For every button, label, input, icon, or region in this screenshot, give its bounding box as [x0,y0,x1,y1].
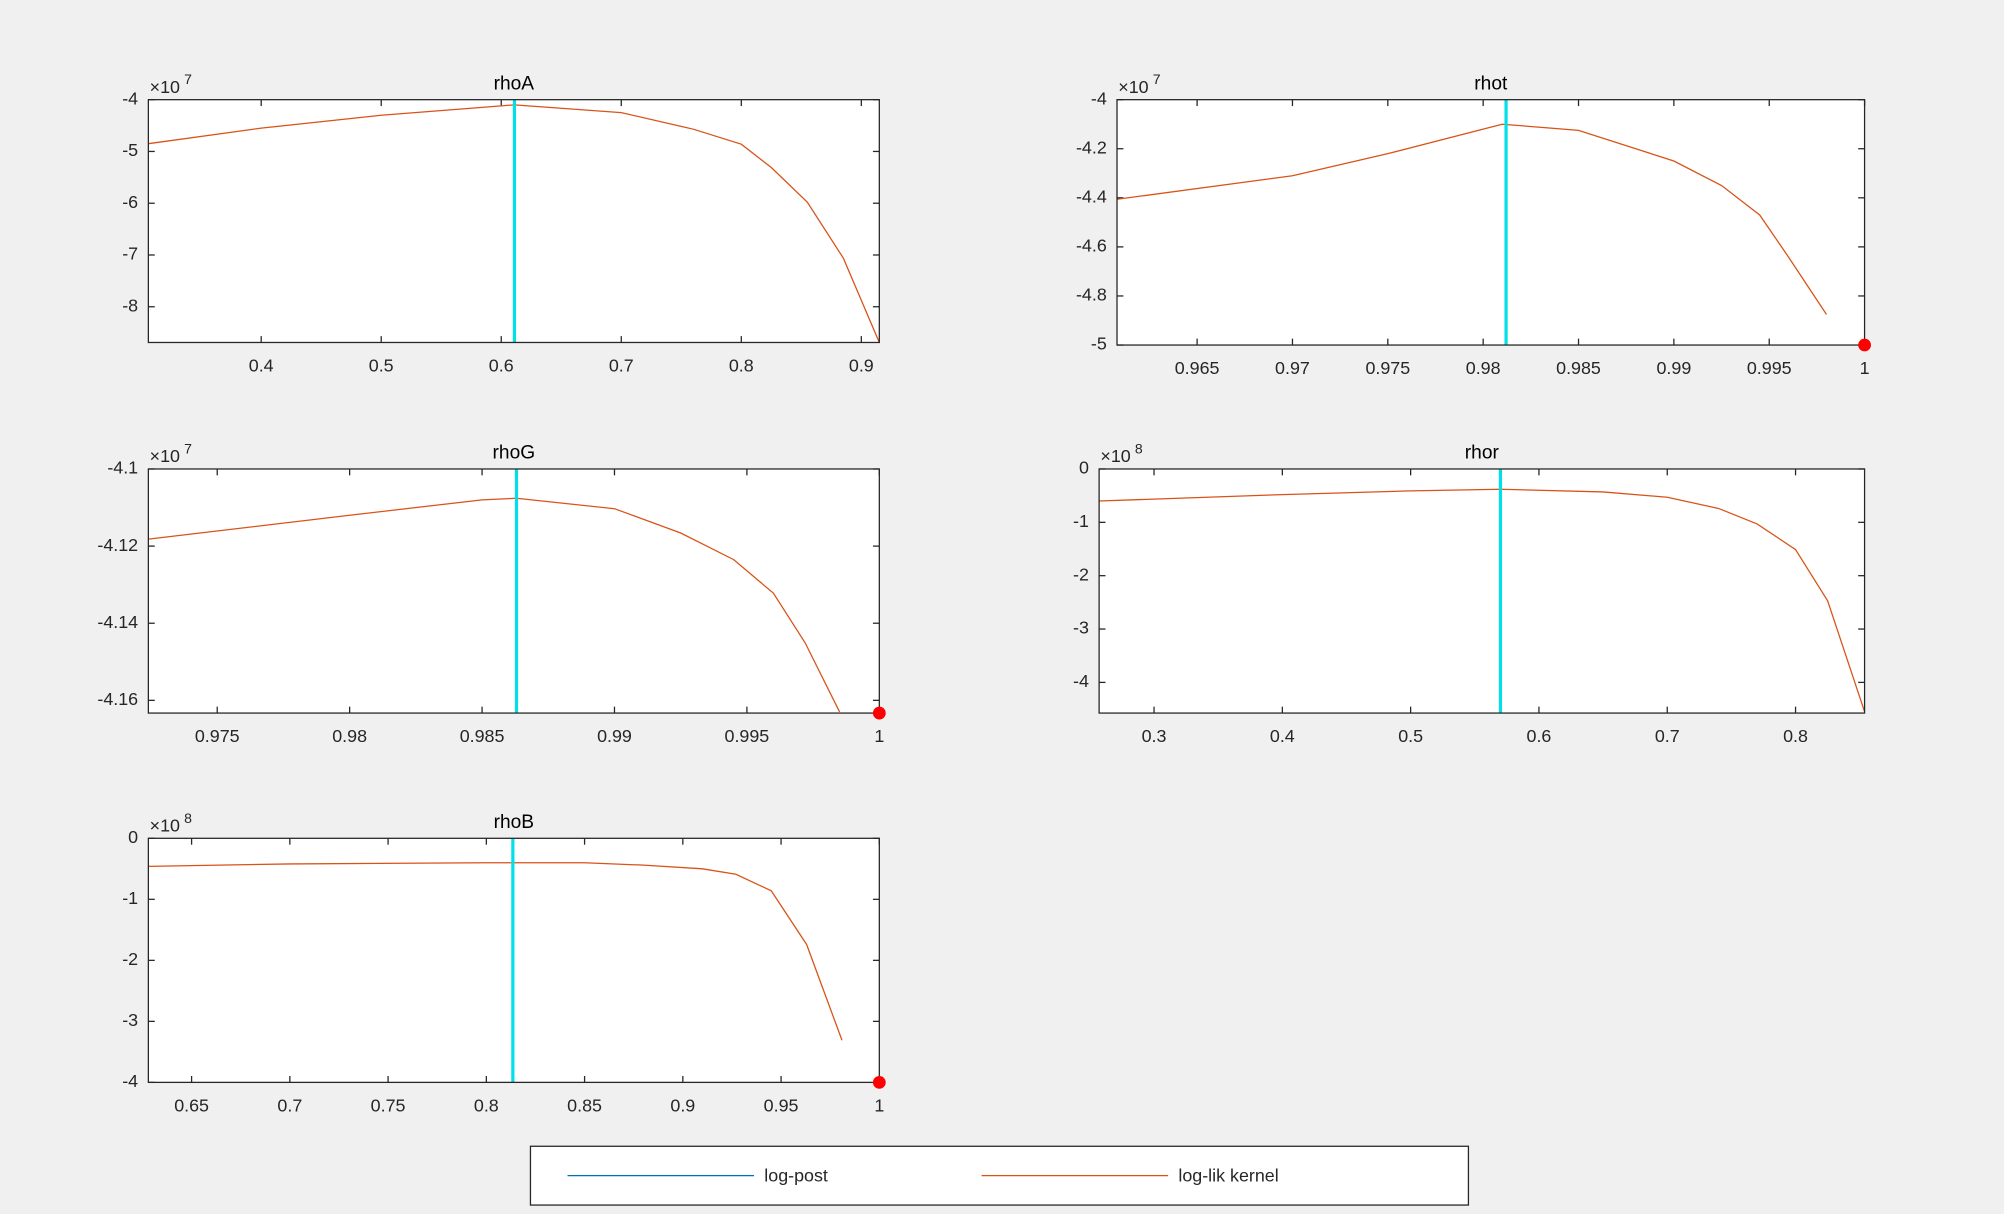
x-tick-label: 0.985 [1556,358,1601,378]
x-tick-label: 0.975 [1365,358,1410,378]
x-tick-label: 0.3 [1142,726,1167,746]
data-line [148,862,843,1041]
axes-frame [147,99,880,344]
x-tick-label: 0.95 [764,1095,799,1115]
x-tick-label: 0.5 [1398,726,1423,746]
axes-frame [1116,99,1866,346]
y-tick-label: -1 [1073,511,1089,531]
y-tick-label: -4 [122,88,138,108]
x-tick-label: 0.4 [1270,726,1295,746]
x-tick-label: 0.7 [277,1095,302,1115]
x-tick-label: 0.8 [1783,726,1808,746]
y-multiplier: ×10 [1118,77,1148,97]
x-tick-label: 0.4 [249,355,274,375]
legend-label: log-post [764,1166,828,1186]
y-tick-label: -4.4 [1076,187,1107,207]
y-tick-label: -4.1 [107,458,138,478]
x-tick-label: 0.98 [332,726,367,746]
bound-marker [872,706,886,720]
x-tick-label: 0.98 [1466,358,1501,378]
axes-background [148,468,880,714]
x-tick-label: 0.97 [1275,358,1310,378]
y-tick-label: -4.16 [97,689,138,709]
y-tick-label: -2 [1073,564,1089,584]
x-tick-label: 0.99 [1656,358,1691,378]
x-tick-label: 0.8 [474,1095,499,1115]
y-tick-label: -5 [122,140,138,160]
axes-title: rhoA [494,73,535,94]
y-tick-label: -4.8 [1076,285,1107,305]
y-tick-label: -2 [122,949,138,969]
x-tick-label: 0.85 [567,1095,602,1115]
axes-frame [147,468,880,714]
x-tick-label: 0.6 [489,355,514,375]
x-tick-label: 0.995 [725,726,770,746]
data-line [148,104,880,343]
y-tick-label: -8 [122,295,138,315]
legend-label: log-lik kernel [1178,1166,1278,1186]
axes-background [1117,99,1865,346]
x-tick-label: 0.7 [609,355,634,375]
axes-title: rhoG [493,443,536,464]
x-tick-label: 0.9 [670,1095,695,1115]
y-tick-label: -3 [122,1010,138,1030]
y-tick-label: -4 [1091,88,1107,108]
y-tick-label: -4.12 [97,535,138,555]
y-tick-label: -1 [122,888,138,908]
y-exponent: 7 [184,71,192,87]
x-tick-label: 0.6 [1527,726,1552,746]
y-exponent: 7 [1153,71,1161,87]
y-exponent: 7 [184,441,192,457]
x-tick-label: 0.965 [1175,358,1220,378]
axes-title: rhoB [494,812,534,833]
y-tick-label: -6 [122,192,138,212]
x-tick-label: 0.65 [174,1095,209,1115]
axes-background [1099,468,1865,714]
axes-frame [1098,468,1866,714]
y-tick-label: -7 [122,244,138,264]
x-tick-label: 1 [1860,358,1870,378]
y-tick-label: -4.2 [1076,137,1107,157]
y-tick-label: -4 [122,1071,138,1091]
x-tick-label: 1 [874,1095,884,1115]
y-exponent: 8 [184,810,192,826]
y-tick-label: -3 [1073,618,1089,638]
x-tick-label: 1 [874,726,884,746]
y-tick-label: -4.14 [97,612,138,632]
y-tick-label: -4 [1073,671,1089,691]
y-exponent: 8 [1135,441,1143,457]
x-tick-label: 0.995 [1747,358,1792,378]
y-tick-label: 0 [1079,458,1089,478]
y-tick-label: -5 [1091,334,1107,354]
y-multiplier: ×10 [150,77,180,97]
data-line [148,497,841,713]
y-tick-label: 0 [128,827,138,847]
y-multiplier: ×10 [150,446,180,466]
bound-marker [872,1075,886,1089]
x-tick-label: 0.7 [1655,726,1680,746]
x-tick-label: 0.75 [371,1095,406,1115]
axes-title: rhot [1474,73,1508,94]
data-line [1099,488,1866,712]
axes-frame [147,837,880,1084]
x-tick-label: 0.9 [849,355,874,375]
axes-title: rhor [1465,443,1500,464]
bound-marker [1858,338,1871,352]
x-tick-label: 0.99 [597,726,632,746]
x-tick-label: 0.985 [460,726,505,746]
y-multiplier: ×10 [1100,446,1130,466]
data-line [1116,123,1827,315]
y-tick-label: -4.6 [1076,236,1107,256]
x-tick-label: 0.975 [195,726,240,746]
y-multiplier: ×10 [150,816,180,836]
x-tick-label: 0.8 [729,355,754,375]
x-tick-label: 0.5 [369,355,394,375]
